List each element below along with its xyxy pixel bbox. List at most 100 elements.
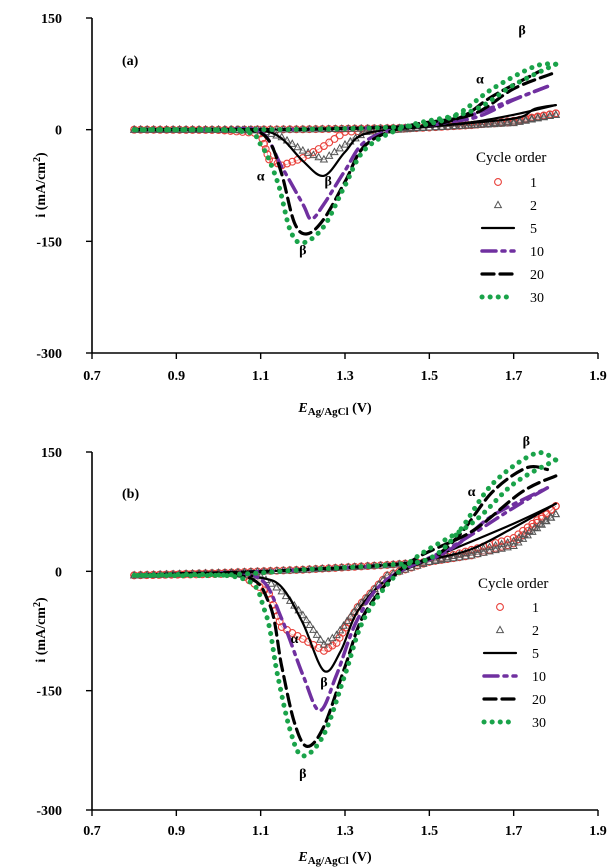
series-2-marker bbox=[509, 118, 518, 127]
legend-swatch-1 bbox=[494, 178, 502, 186]
legend-label-5: 5 bbox=[532, 647, 539, 662]
x-tick-label: 1.1 bbox=[252, 369, 270, 384]
x-tick-label: 0.7 bbox=[83, 824, 101, 839]
legend: Cycle order 1 2 5 10 20 30 bbox=[478, 576, 548, 731]
series-2-marker bbox=[449, 553, 458, 562]
series-2-marker bbox=[319, 154, 329, 163]
series-2-marker bbox=[335, 143, 344, 152]
legend-label-30: 30 bbox=[532, 716, 546, 731]
legend-label-5: 5 bbox=[530, 222, 537, 237]
series-2-marker bbox=[303, 148, 313, 156]
x-tick-label: 1.3 bbox=[336, 824, 354, 839]
series-2-marker bbox=[502, 118, 512, 127]
series-2-marker bbox=[530, 522, 539, 531]
legend-swatch-2 bbox=[493, 200, 503, 209]
series-2-marker bbox=[546, 512, 555, 521]
series-2-marker bbox=[545, 111, 555, 120]
series-2-marker bbox=[298, 610, 308, 619]
legend-swatch-2 bbox=[495, 625, 505, 634]
y-axis-title: i (mA/cm2) bbox=[32, 597, 49, 663]
legend-label-30: 30 bbox=[530, 291, 544, 306]
y-tick-label: 0 bbox=[55, 124, 62, 139]
series-2-marker bbox=[527, 114, 536, 123]
legend-label-20: 20 bbox=[532, 693, 546, 708]
legend: Cycle order 1 2 5 10 20 30 bbox=[476, 150, 546, 306]
y-tick-label: -300 bbox=[36, 804, 62, 819]
series-2-marker bbox=[324, 151, 334, 159]
series-2-marker bbox=[479, 543, 488, 552]
legend-label-10: 10 bbox=[530, 245, 544, 260]
series-2-marker bbox=[515, 117, 524, 125]
x-tick-label: 0.7 bbox=[83, 369, 101, 384]
legend-label-20: 20 bbox=[530, 268, 544, 283]
series-20-reverse-line bbox=[132, 72, 554, 236]
series-2-marker bbox=[335, 625, 345, 634]
x-tick-label: 1.3 bbox=[336, 369, 354, 384]
legend-label-1: 1 bbox=[530, 176, 537, 191]
series-2-marker bbox=[503, 537, 512, 546]
series-2-marker bbox=[457, 121, 467, 129]
series-1-marker bbox=[283, 159, 291, 168]
legend-title: Cycle order bbox=[476, 150, 546, 166]
peak-annotation: β bbox=[324, 175, 331, 190]
x-tick-label: 1.9 bbox=[589, 369, 607, 384]
series-2-marker bbox=[339, 621, 348, 629]
series-2-marker bbox=[491, 545, 500, 554]
peak-annotation: α bbox=[468, 485, 476, 500]
series-2-marker bbox=[515, 115, 524, 124]
series-2-marker bbox=[479, 548, 488, 556]
series-2-reverse-trace bbox=[134, 513, 556, 646]
series-1-marker bbox=[288, 157, 297, 166]
series-2-marker bbox=[272, 582, 281, 591]
series-2-marker bbox=[521, 114, 530, 123]
series-2-marker bbox=[470, 120, 479, 129]
series-2-marker bbox=[342, 616, 352, 625]
x-tick-label: 1.5 bbox=[421, 824, 439, 839]
y-tick-label: 0 bbox=[55, 565, 62, 580]
peak-annotation: α bbox=[257, 169, 265, 184]
series-2-marker bbox=[485, 542, 494, 551]
peak-annotation: β bbox=[523, 435, 530, 450]
series-2-marker bbox=[491, 118, 500, 127]
panel-label: (b) bbox=[122, 487, 139, 502]
series-2-marker bbox=[305, 620, 315, 629]
panel-label: (a) bbox=[122, 54, 139, 69]
series-2-marker bbox=[485, 546, 494, 555]
series-2-marker bbox=[340, 139, 350, 148]
series-1-marker bbox=[328, 641, 337, 650]
chart-panel-a: 150 0 -150 -300 0.7 0.9 1.1 1.3 1.5 1.7 1.9 EAg/AgC… bbox=[32, 12, 607, 418]
series-2-marker bbox=[464, 120, 473, 129]
series-2-marker bbox=[312, 630, 322, 638]
series-30-forward-line bbox=[131, 450, 559, 579]
series-2-marker bbox=[541, 516, 550, 524]
series-2-marker bbox=[521, 115, 530, 124]
series-2-marker bbox=[314, 152, 323, 161]
series-2-marker bbox=[509, 536, 518, 545]
series-1-marker bbox=[332, 638, 341, 647]
series-30-reverse-line bbox=[131, 61, 559, 246]
series-20-forward-line bbox=[132, 464, 549, 577]
peak-annotation: β bbox=[299, 244, 306, 259]
series-30 bbox=[131, 61, 559, 246]
series-2-marker bbox=[266, 579, 276, 587]
series-2-marker bbox=[514, 533, 524, 541]
y-tick-label: -300 bbox=[36, 347, 62, 362]
series-2-marker bbox=[497, 543, 506, 552]
series-1-marker bbox=[330, 135, 339, 143]
legend-label-1: 1 bbox=[532, 601, 539, 616]
legend-label-2: 2 bbox=[532, 624, 539, 639]
series-30 bbox=[131, 450, 559, 759]
series-2-marker bbox=[349, 607, 359, 615]
series-2-marker bbox=[473, 549, 482, 558]
x-tick-label: 1.7 bbox=[505, 369, 523, 384]
x-tick-label: 1.7 bbox=[505, 824, 523, 839]
x-tick-label: 1.5 bbox=[421, 369, 439, 384]
series-30-forward-line bbox=[131, 61, 559, 133]
series-2-marker bbox=[323, 636, 333, 645]
x-axis-title: EAg/AgCl (V) bbox=[297, 401, 372, 418]
series-2-marker bbox=[509, 116, 518, 125]
series-2-marker bbox=[467, 550, 476, 559]
series-2-marker bbox=[309, 625, 318, 633]
series-2-marker bbox=[346, 611, 355, 620]
